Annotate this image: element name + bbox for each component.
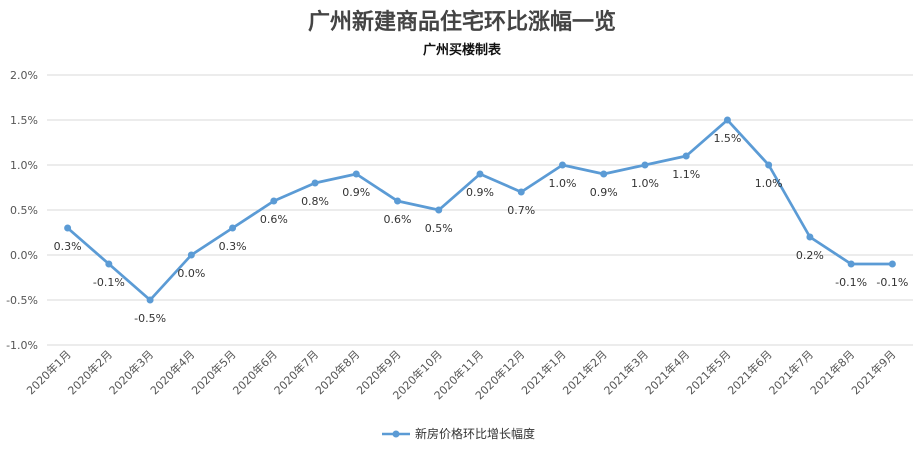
- data-label: 1.1%: [672, 168, 700, 181]
- data-label: -0.1%: [835, 276, 867, 289]
- y-tick-label: 0.0%: [10, 249, 38, 262]
- y-tick-label: -0.5%: [6, 294, 38, 307]
- data-label: 1.0%: [548, 177, 576, 190]
- data-label: 0.9%: [590, 186, 618, 199]
- x-axis-ticks: 2020年1月2020年2月2020年3月2020年4月2020年5月2020年…: [24, 347, 899, 402]
- data-point: [64, 224, 72, 232]
- data-point: [394, 197, 402, 205]
- data-point: [806, 233, 814, 241]
- legend: 新房价格环比增长幅度: [382, 426, 535, 441]
- data-label: 0.6%: [384, 213, 412, 226]
- y-axis-ticks: 2.0% 1.5% 1.0% 0.5% 0.0% -0.5% -1.0%: [6, 69, 38, 352]
- data-label: 0.0%: [177, 267, 205, 280]
- data-point: [517, 188, 525, 196]
- data-label: -0.1%: [93, 276, 125, 289]
- data-label: 1.0%: [631, 177, 659, 190]
- chart-title: 广州新建商品住宅环比涨幅一览: [308, 9, 616, 35]
- data-point: [187, 251, 195, 259]
- data-point: [682, 152, 690, 160]
- y-tick-label: 1.5%: [10, 114, 38, 127]
- data-label: 0.9%: [466, 186, 494, 199]
- data-point: [558, 161, 566, 169]
- data-point: [476, 170, 484, 178]
- data-label: 0.2%: [796, 249, 824, 262]
- data-point: [888, 260, 896, 268]
- data-label: 1.0%: [755, 177, 783, 190]
- data-label: 0.3%: [219, 240, 247, 253]
- data-label: 1.5%: [713, 132, 741, 145]
- y-tick-label: 1.0%: [10, 159, 38, 172]
- y-tick-label: 2.0%: [10, 69, 38, 82]
- data-point: [600, 170, 608, 178]
- data-point: [311, 179, 319, 187]
- data-point: [641, 161, 649, 169]
- data-point: [229, 224, 237, 232]
- data-label: 0.9%: [342, 186, 370, 199]
- gridlines: [47, 74, 913, 346]
- data-point: [270, 197, 278, 205]
- data-label: -0.5%: [134, 312, 166, 325]
- data-label: 0.6%: [260, 213, 288, 226]
- data-label: 0.8%: [301, 195, 329, 208]
- data-point: [435, 206, 443, 214]
- data-point: [105, 260, 113, 268]
- chart-subtitle: 广州买楼制表: [423, 42, 502, 58]
- y-tick-label: 0.5%: [10, 204, 38, 217]
- series-group: [64, 116, 896, 304]
- data-label: -0.1%: [876, 276, 908, 289]
- data-point: [723, 116, 731, 124]
- y-tick-label: -1.0%: [6, 339, 38, 352]
- data-label: 0.5%: [425, 222, 453, 235]
- data-labels: 0.3% -0.1% -0.5% 0.0% 0.3% 0.6% 0.8% 0.9% 0.6% 0.…: [54, 132, 909, 325]
- data-label: 0.7%: [507, 204, 535, 217]
- legend-label: 新房价格环比增长幅度: [415, 426, 535, 441]
- x-tick-label: 2021年9月: [848, 347, 898, 397]
- data-label: 0.3%: [54, 240, 82, 253]
- data-point: [847, 260, 855, 268]
- data-point: [146, 296, 154, 304]
- legend-swatch-marker: [392, 430, 400, 438]
- data-point: [352, 170, 360, 178]
- data-point: [765, 161, 773, 169]
